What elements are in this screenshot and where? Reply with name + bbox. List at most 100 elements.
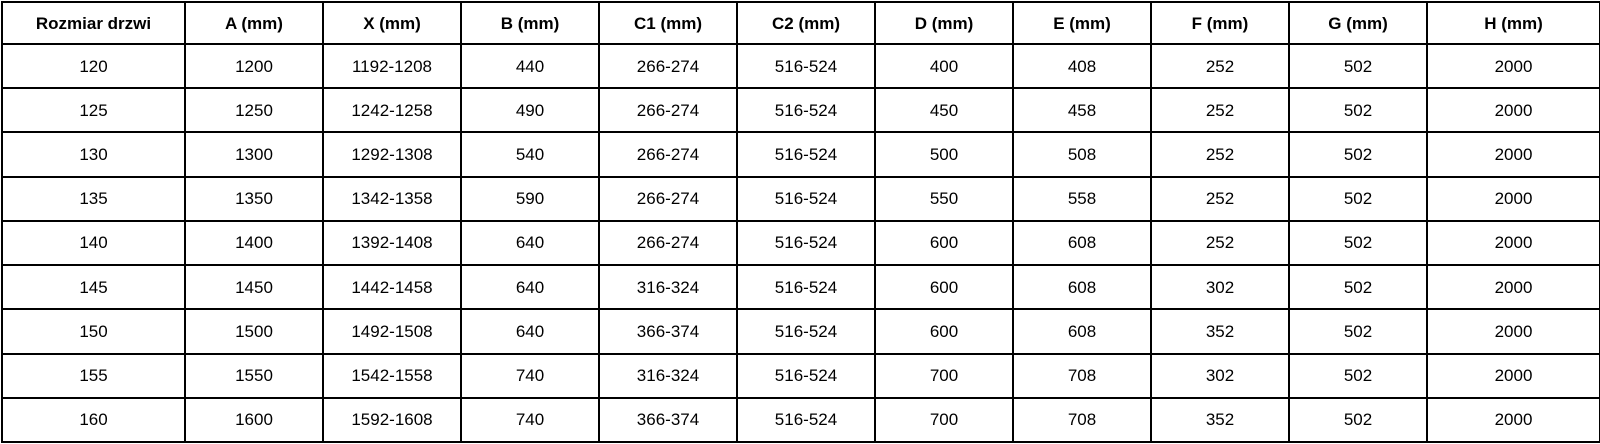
table-cell: 1450 <box>184 264 324 311</box>
table-cell: 740 <box>460 352 600 399</box>
table-cell: 608 <box>1012 264 1152 311</box>
table-cell: 502 <box>1288 131 1428 178</box>
table-cell: 1600 <box>184 396 324 444</box>
table-cell: 130 <box>1 131 186 178</box>
table-cell: 155 <box>1 352 186 399</box>
table-cell: 1500 <box>184 308 324 355</box>
table-cell: 640 <box>460 219 600 267</box>
table-cell: 1550 <box>184 352 324 399</box>
table-cell: 1242-1258 <box>322 87 462 134</box>
table-cell: 740 <box>460 396 600 444</box>
table-cell: 1192-1208 <box>322 42 462 90</box>
table-cell: 608 <box>1012 308 1152 355</box>
table-cell: 540 <box>460 131 600 178</box>
table-cell: 1350 <box>184 175 324 222</box>
table-cell: 508 <box>1012 131 1152 178</box>
table-cell: 2000 <box>1426 131 1600 178</box>
table-cell: 458 <box>1012 87 1152 134</box>
table-cell: 516-524 <box>736 264 876 311</box>
table-cell: 302 <box>1150 352 1290 399</box>
table-cell: 1442-1458 <box>322 264 462 311</box>
table-cell: 252 <box>1150 175 1290 222</box>
column-header: C1 (mm) <box>598 1 738 45</box>
table-cell: 502 <box>1288 308 1428 355</box>
table-cell: 550 <box>874 175 1014 222</box>
table-cell: 500 <box>874 131 1014 178</box>
table-row: 135 1350 1342-1358 590 266-274 516-524 550 558 2… <box>1 175 1600 222</box>
table-cell: 600 <box>874 219 1014 267</box>
table-cell: 502 <box>1288 352 1428 399</box>
table-cell: 516-524 <box>736 219 876 267</box>
table-cell: 700 <box>874 396 1014 444</box>
table-cell: 366-374 <box>598 396 738 444</box>
column-header: Rozmiar drzwi <box>1 1 186 45</box>
table-cell: 2000 <box>1426 42 1600 90</box>
column-header: G (mm) <box>1288 1 1428 45</box>
table-body: 120 1200 1192-1208 440 266-274 516-524 400 408 2… <box>1 42 1600 444</box>
column-header: H (mm) <box>1426 1 1600 45</box>
table-cell: 150 <box>1 308 186 355</box>
table-cell: 366-374 <box>598 308 738 355</box>
table-header-row: Rozmiar drzwi A (mm) X (mm) B (mm) C1 (mm) C2… <box>1 1 1600 45</box>
table-cell: 252 <box>1150 87 1290 134</box>
table-row: 120 1200 1192-1208 440 266-274 516-524 400 408 2… <box>1 42 1600 90</box>
table-cell: 2000 <box>1426 264 1600 311</box>
table-cell: 2000 <box>1426 352 1600 399</box>
table-cell: 516-524 <box>736 87 876 134</box>
table-cell: 640 <box>460 308 600 355</box>
table-cell: 502 <box>1288 87 1428 134</box>
table-cell: 1400 <box>184 219 324 267</box>
table-cell: 1542-1558 <box>322 352 462 399</box>
table-cell: 502 <box>1288 396 1428 444</box>
table-cell: 135 <box>1 175 186 222</box>
column-header: X (mm) <box>322 1 462 45</box>
table-cell: 302 <box>1150 264 1290 311</box>
table-cell: 600 <box>874 264 1014 311</box>
table-cell: 516-524 <box>736 396 876 444</box>
table-cell: 700 <box>874 352 1014 399</box>
table-row: 130 1300 1292-1308 540 266-274 516-524 500 508 2… <box>1 131 1600 178</box>
table-cell: 502 <box>1288 175 1428 222</box>
table-cell: 1592-1608 <box>322 396 462 444</box>
table-cell: 352 <box>1150 308 1290 355</box>
column-header: E (mm) <box>1012 1 1152 45</box>
column-header: D (mm) <box>874 1 1014 45</box>
table-cell: 266-274 <box>598 131 738 178</box>
table-cell: 708 <box>1012 352 1152 399</box>
table-cell: 1342-1358 <box>322 175 462 222</box>
table-row: 125 1250 1242-1258 490 266-274 516-524 450 458 2… <box>1 87 1600 134</box>
table-cell: 516-524 <box>736 352 876 399</box>
table-cell: 266-274 <box>598 42 738 90</box>
table-cell: 252 <box>1150 131 1290 178</box>
table-cell: 316-324 <box>598 352 738 399</box>
table-cell: 1300 <box>184 131 324 178</box>
table-head: Rozmiar drzwi A (mm) X (mm) B (mm) C1 (mm) C2… <box>1 1 1600 45</box>
table-cell: 516-524 <box>736 308 876 355</box>
table-cell: 502 <box>1288 219 1428 267</box>
table-cell: 408 <box>1012 42 1152 90</box>
table-cell: 252 <box>1150 219 1290 267</box>
table-cell: 352 <box>1150 396 1290 444</box>
table-cell: 1292-1308 <box>322 131 462 178</box>
table-cell: 125 <box>1 87 186 134</box>
table-row: 150 1500 1492-1508 640 366-374 516-524 600 608 3… <box>1 308 1600 355</box>
table-row: 155 1550 1542-1558 740 316-324 516-524 700 708 3… <box>1 352 1600 399</box>
table-cell: 266-274 <box>598 87 738 134</box>
table-cell: 590 <box>460 175 600 222</box>
table-cell: 2000 <box>1426 175 1600 222</box>
table-cell: 252 <box>1150 42 1290 90</box>
table-cell: 1392-1408 <box>322 219 462 267</box>
table-cell: 708 <box>1012 396 1152 444</box>
column-header: F (mm) <box>1150 1 1290 45</box>
table-row: 140 1400 1392-1408 640 266-274 516-524 600 608 2… <box>1 219 1600 267</box>
table-cell: 2000 <box>1426 219 1600 267</box>
table-cell: 1200 <box>184 42 324 90</box>
table-cell: 1492-1508 <box>322 308 462 355</box>
table-cell: 608 <box>1012 219 1152 267</box>
table-cell: 316-324 <box>598 264 738 311</box>
table-cell: 558 <box>1012 175 1152 222</box>
table-cell: 516-524 <box>736 131 876 178</box>
table-cell: 516-524 <box>736 175 876 222</box>
